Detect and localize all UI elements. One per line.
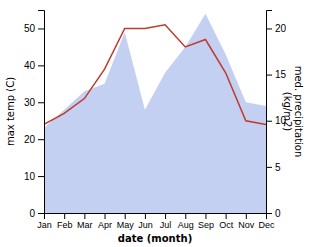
tick: Jun bbox=[138, 213, 153, 230]
tick-mark bbox=[145, 213, 146, 219]
y-axis-title: max temp (C) bbox=[5, 77, 16, 146]
x-axis: Jan Feb Mar Apr MayJun Jul Aug Sep Oct NovDec bbox=[37, 213, 275, 230]
y2-axis-title-line: (kg/m2) bbox=[282, 92, 293, 132]
tick-mark bbox=[38, 65, 44, 66]
tick-mark bbox=[125, 213, 126, 219]
tick-label: Oct bbox=[219, 220, 234, 230]
tick-label: 0 bbox=[275, 208, 281, 219]
tick: Dec bbox=[258, 213, 275, 230]
tick: 40 bbox=[24, 60, 44, 71]
tick-mark bbox=[266, 28, 272, 29]
tick-label: Aug bbox=[178, 220, 194, 230]
tick-mark bbox=[205, 213, 206, 219]
axis-line bbox=[267, 11, 273, 214]
tick-label: 20 bbox=[24, 134, 36, 145]
tick-label: 15 bbox=[275, 69, 287, 80]
tick-mark bbox=[105, 213, 106, 219]
tick-mark bbox=[266, 167, 272, 168]
tick-label: 30 bbox=[24, 97, 36, 108]
tick-mark bbox=[38, 176, 44, 177]
tick: May bbox=[117, 213, 135, 230]
tick-mark bbox=[38, 28, 44, 29]
tick: Sep bbox=[198, 213, 214, 230]
tick-mark bbox=[226, 213, 227, 219]
chart: JanFebMarAprMayJunJulAugSepOctNovDec0102… bbox=[0, 0, 318, 247]
tick-mark bbox=[246, 213, 247, 219]
area bbox=[44, 14, 266, 213]
tick: 5 bbox=[266, 162, 281, 173]
tick: 0 bbox=[29, 208, 44, 219]
marks bbox=[44, 14, 266, 213]
tick: 20 bbox=[266, 23, 287, 34]
tick: 15 bbox=[266, 69, 287, 80]
tick: 50 bbox=[24, 23, 44, 34]
tick-label: May bbox=[117, 220, 135, 230]
tick-mark bbox=[64, 213, 65, 219]
tick-label: Nov bbox=[238, 220, 255, 230]
tick: Feb bbox=[57, 213, 73, 230]
tick-label: 0 bbox=[29, 208, 35, 219]
x-axis-title: date (month) bbox=[118, 233, 192, 244]
tick-label: 20 bbox=[275, 23, 287, 34]
y2-axis-title-line: med. precipitation bbox=[293, 66, 304, 158]
tick-mark bbox=[38, 102, 44, 103]
axis-line bbox=[45, 214, 267, 220]
axis-line bbox=[38, 11, 45, 214]
tick-label: Jul bbox=[160, 220, 172, 230]
tick-label: Jun bbox=[138, 220, 153, 230]
tick-mark bbox=[185, 213, 186, 219]
tick-label: 50 bbox=[24, 23, 36, 34]
tick: 0 bbox=[266, 208, 281, 219]
tick: 10 bbox=[24, 171, 44, 182]
tick-mark bbox=[266, 75, 272, 76]
tick-mark bbox=[266, 213, 272, 214]
tick-label: Dec bbox=[258, 220, 275, 230]
tick-mark bbox=[38, 139, 44, 140]
tick-label: Sep bbox=[198, 220, 214, 230]
tick-mark bbox=[84, 213, 85, 219]
tick-label: Feb bbox=[57, 220, 73, 230]
tick-label: 5 bbox=[275, 162, 281, 173]
tick: Aug bbox=[178, 213, 194, 230]
y2-axis-title: med. precipitation(kg/m2) bbox=[282, 66, 304, 158]
tick: Mar bbox=[77, 213, 93, 230]
tick-mark bbox=[165, 213, 166, 219]
tick: 30 bbox=[24, 97, 44, 108]
tick-mark bbox=[38, 213, 44, 214]
tick-mark bbox=[266, 121, 272, 122]
tick: Oct bbox=[219, 213, 234, 230]
tick: Nov bbox=[238, 213, 255, 230]
tick: Apr bbox=[98, 213, 112, 230]
tick-label: Mar bbox=[77, 220, 93, 230]
tick: Jan bbox=[37, 213, 52, 230]
tick-label: 40 bbox=[24, 60, 36, 71]
tick-label: Jan bbox=[37, 220, 52, 230]
tick-label: 10 bbox=[24, 171, 36, 182]
y-axis: 0 10 20 30 40 50 bbox=[24, 11, 45, 219]
plot: JanFebMarAprMayJunJulAugSepOctNovDec0102… bbox=[5, 11, 304, 245]
tick: Jul bbox=[160, 213, 172, 230]
line bbox=[44, 25, 266, 125]
tick-label: Apr bbox=[98, 220, 112, 230]
tick: 20 bbox=[24, 134, 44, 145]
